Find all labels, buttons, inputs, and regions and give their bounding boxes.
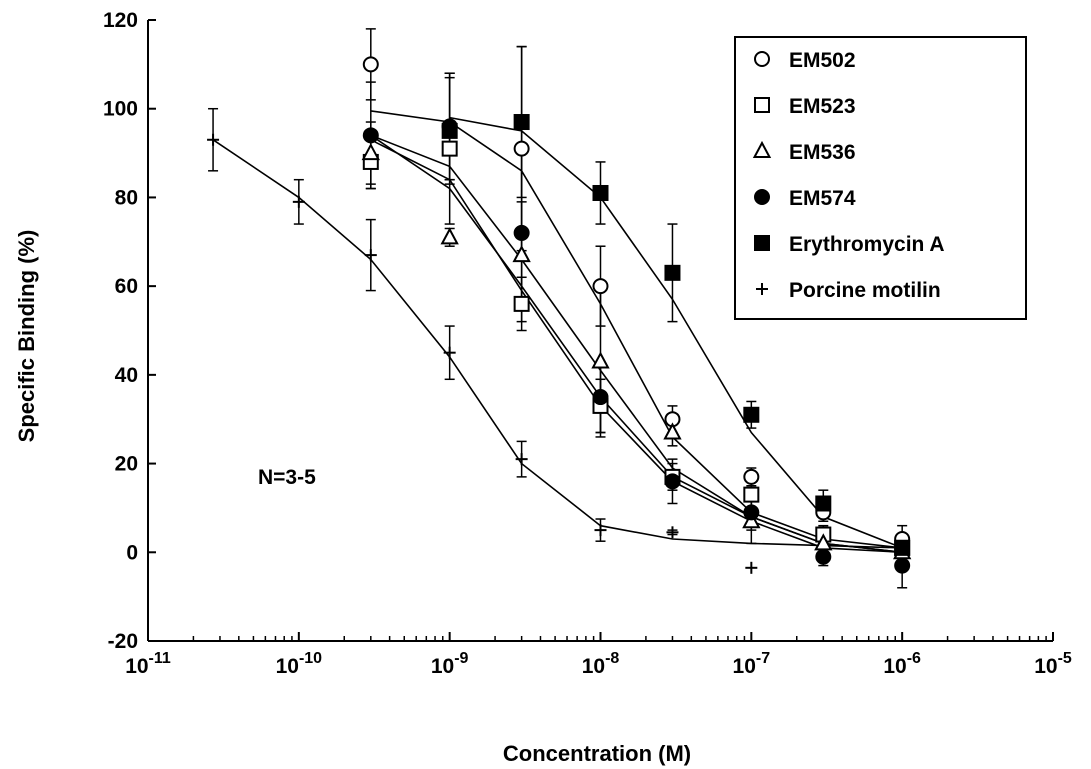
x-tick-label: 10-9 <box>431 650 469 678</box>
point-em502 <box>743 468 760 485</box>
legend-marker <box>752 140 772 158</box>
point-em502 <box>592 278 609 295</box>
y-tick-label: 20 <box>115 453 138 476</box>
point-porcine-motilin <box>207 133 220 146</box>
fit-curve-em574 <box>370 134 903 554</box>
x-tick-label: 10-10 <box>276 650 323 678</box>
fit-curve-em502 <box>370 110 903 549</box>
point-em536 <box>361 142 380 161</box>
point-em574 <box>592 389 609 406</box>
point-em574 <box>664 473 681 490</box>
point-porcine-motilin <box>666 526 679 539</box>
y-tick-label: 0 <box>126 541 138 564</box>
point-em574 <box>743 504 760 521</box>
point-erythromycin-a <box>815 495 832 512</box>
legend-marker <box>754 97 770 113</box>
legend-label: Erythromycin A <box>789 233 945 256</box>
y-tick-label: 40 <box>115 364 138 387</box>
point-em574 <box>513 224 530 241</box>
point-erythromycin-a <box>513 114 530 131</box>
legend-box <box>734 36 1027 320</box>
point-em523 <box>513 295 530 312</box>
legend-label: Porcine motilin <box>789 279 941 302</box>
point-em502 <box>362 56 379 73</box>
x-tick-label: 10-8 <box>582 650 620 678</box>
legend-marker <box>754 235 770 251</box>
legend-marker <box>756 283 768 295</box>
axes: -20 0 20 40 60 80 100 120 10-11 10-10 10-9 10-8 10-7… <box>103 9 1072 678</box>
point-porcine-motilin <box>745 561 758 574</box>
legend-label: EM574 <box>789 187 856 210</box>
x-tick-label: 10-7 <box>733 650 771 678</box>
y-tick-label: 120 <box>103 9 138 32</box>
point-porcine-motilin <box>594 524 607 537</box>
legend-label: EM502 <box>789 49 856 72</box>
point-em574 <box>362 127 379 144</box>
point-porcine-motilin <box>515 453 528 466</box>
legend-label: EM523 <box>789 95 856 118</box>
y-tick-label: 80 <box>115 186 138 209</box>
annotation-n: N=3-5 <box>258 466 316 489</box>
x-axis-title: Concentration (M) <box>503 741 691 766</box>
point-em574 <box>815 548 832 565</box>
point-erythromycin-a <box>894 539 911 556</box>
data-points <box>207 56 912 574</box>
point-erythromycin-a <box>441 122 458 139</box>
y-axis-title: Specific Binding (%) <box>14 230 39 443</box>
point-porcine-motilin <box>364 249 377 262</box>
legend-marker <box>754 51 770 67</box>
legend-marker <box>754 189 770 205</box>
point-em536 <box>591 351 610 369</box>
point-erythromycin-a <box>592 184 609 201</box>
y-tick-label: 100 <box>103 98 138 121</box>
point-erythromycin-a <box>743 406 760 423</box>
point-porcine-motilin <box>443 346 456 359</box>
point-em536 <box>512 244 531 263</box>
x-tick-label: 10-5 <box>1034 650 1072 678</box>
legend: EM502 EM523 EM536 EM574 Erythromycin A Porcin… <box>734 36 1027 320</box>
point-em502 <box>513 140 530 157</box>
point-em523 <box>441 140 458 157</box>
x-tick-label: 10-6 <box>883 650 921 678</box>
point-em536 <box>440 227 459 245</box>
point-porcine-motilin <box>292 195 305 208</box>
y-tick-label: -20 <box>108 630 138 653</box>
point-erythromycin-a <box>664 264 681 281</box>
legend-label: EM536 <box>789 141 856 164</box>
y-tick-label: 60 <box>115 275 138 298</box>
x-tick-label: 10-11 <box>125 650 171 678</box>
point-em523 <box>743 486 760 503</box>
point-em574 <box>894 557 911 574</box>
point-em536 <box>663 422 682 440</box>
fit-curve-em523 <box>370 139 903 554</box>
